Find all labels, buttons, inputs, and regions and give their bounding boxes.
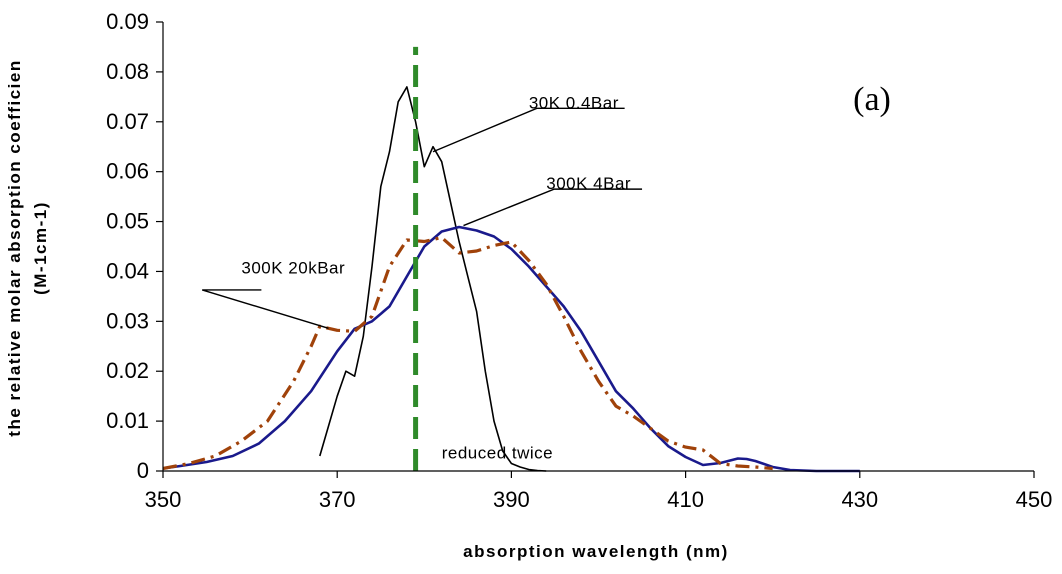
annotation-leader-line [432, 107, 625, 153]
annotation-leader-line [201, 289, 329, 329]
series-30k-04bar [319, 86, 547, 472]
annotation-label: 300K 20kBar [241, 258, 345, 277]
panel-label: (a) [853, 81, 891, 118]
y-tick-label: 0 [137, 458, 149, 483]
y-axis-ticks: 0 0.01 0.02 0.03 0.04 0.05 0.06 0.07 0.08 0.09 [106, 9, 163, 483]
annotations: 30K 0.4Bar 300K 4Bar 300K 20kBar reduced tw… [201, 93, 643, 463]
y-tick-label: 0.05 [106, 209, 149, 234]
series-300k-20kbar [162, 235, 773, 471]
annotation-label: 30K 0.4Bar [529, 93, 619, 112]
x-tick-label: 350 [145, 487, 182, 512]
x-tick-label: 390 [493, 487, 530, 512]
y-tick-label: 0.04 [106, 258, 149, 283]
x-axis-ticks: 350 370 390 410 430 450 [145, 471, 1053, 512]
x-axis-title: absorption wavelength (nm) [463, 542, 729, 561]
x-tick-label: 370 [319, 487, 356, 512]
y-axis-title-line-2: (M-1cm-1) [31, 201, 50, 295]
axes [162, 22, 1034, 472]
annotation-label: 300K 4Bar [546, 174, 631, 193]
annotation-label: reduced twice [442, 444, 553, 463]
y-axis-title-line-1: the relative molar absorption coefficien [5, 59, 24, 436]
x-tick-label: 430 [841, 487, 878, 512]
series-layer [162, 46, 860, 473]
y-tick-label: 0.01 [106, 408, 149, 433]
y-tick-label: 0.08 [106, 59, 149, 84]
y-tick-label: 0.06 [106, 159, 149, 184]
y-tick-label: 0.09 [106, 9, 149, 34]
y-tick-label: 0.02 [106, 358, 149, 383]
series-300k-4bar [162, 225, 860, 473]
annotation-leader-line [463, 188, 643, 227]
x-tick-label: 450 [1016, 487, 1053, 512]
y-tick-label: 0.03 [106, 308, 149, 333]
x-tick-label: 410 [667, 487, 704, 512]
y-tick-label: 0.07 [106, 109, 149, 134]
